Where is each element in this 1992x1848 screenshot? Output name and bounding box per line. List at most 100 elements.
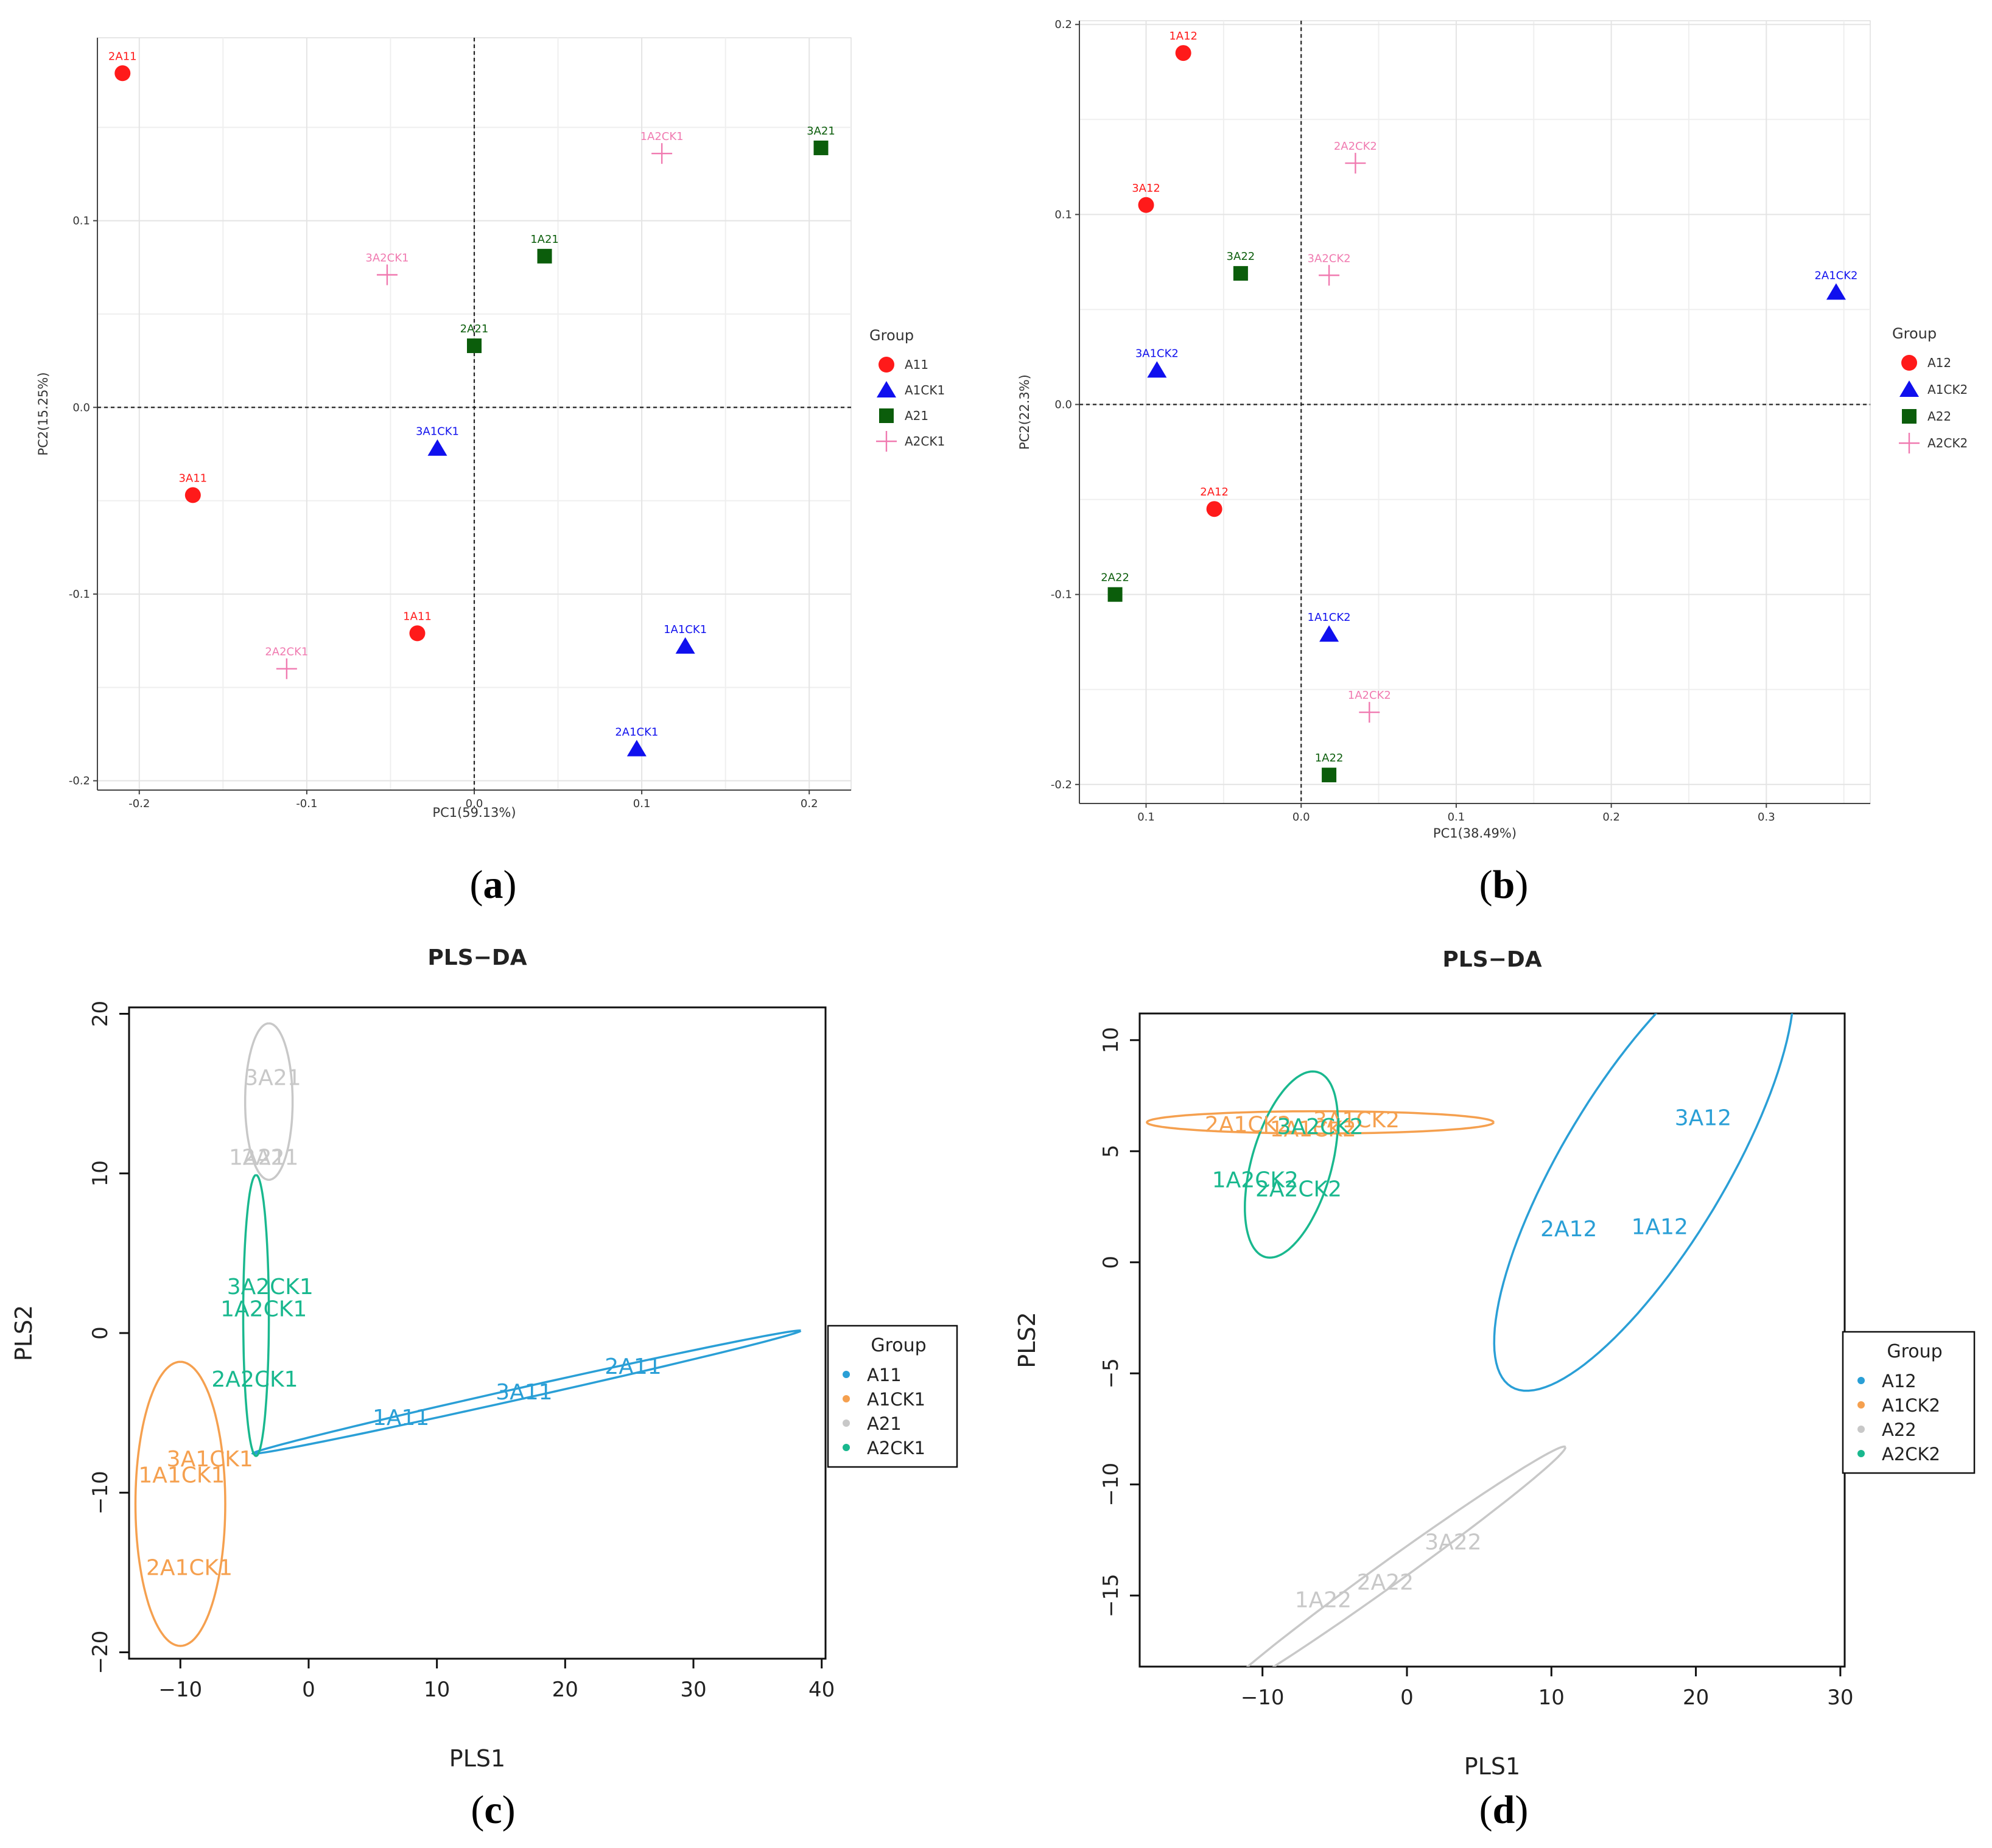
x-tick-label: 0.2 bbox=[801, 797, 818, 810]
y-tick-label: 0.2 bbox=[1054, 18, 1072, 31]
x-tick-label: 0 bbox=[1400, 1685, 1414, 1710]
point-label: 1A11 bbox=[373, 1405, 429, 1430]
point-label: 2A21 bbox=[460, 323, 489, 335]
point-2A11 bbox=[114, 65, 131, 82]
x-axis-title: PLS1 bbox=[449, 1745, 505, 1772]
point-label: 3A2CK2 bbox=[1308, 252, 1351, 265]
chart-title: PLS−DA bbox=[427, 945, 527, 970]
legend-label: A1CK1 bbox=[905, 383, 945, 397]
legend-label: A12 bbox=[1927, 355, 1951, 370]
point-label: 3A2CK1 bbox=[365, 252, 409, 265]
legend-label: A1CK2 bbox=[1882, 1395, 1940, 1416]
point-label: 3A2CK1 bbox=[227, 1275, 314, 1300]
point-label: 2A2CK1 bbox=[265, 646, 308, 659]
y-tick-label: 0 bbox=[1099, 1256, 1123, 1269]
x-tick-label: 0.0 bbox=[1292, 811, 1310, 824]
panel-label-open: ( bbox=[470, 863, 483, 907]
point-label: 2A1CK1 bbox=[615, 726, 658, 739]
legend-title: Group bbox=[1887, 1341, 1942, 1362]
panel-d: PLS−DA −10 0 10 20 30 −15 −10 −5 0 5 10 PLS1 PLS2 3A12… bbox=[1014, 947, 1976, 1780]
panel-label-letter: b bbox=[1493, 863, 1515, 907]
point-2A2CK1 bbox=[276, 658, 297, 679]
chart-title: PLS−DA bbox=[1442, 947, 1541, 972]
legend-label: A21 bbox=[905, 408, 928, 423]
point-label: 2A1CK2 bbox=[1205, 1112, 1291, 1137]
legend-c: Group A11 A1CK1 A21 A2CK1 bbox=[827, 1325, 958, 1468]
point-label: 2A1CK1 bbox=[146, 1556, 233, 1581]
x-tick-label: 0.1 bbox=[1137, 811, 1155, 824]
point-label: 1A2CK1 bbox=[640, 130, 684, 143]
y-tick-label: −20 bbox=[88, 1631, 113, 1675]
ellipse-A12 bbox=[1493, 1013, 1794, 1392]
panel-c: PLS−DA −10 0 10 20 30 40 −20 −10 0 10 20 PLS1 PLS2 2A1… bbox=[10, 945, 958, 1772]
point-3A22 bbox=[1233, 266, 1248, 281]
legend-title: Group bbox=[871, 1335, 926, 1356]
point-3A1CK1 bbox=[427, 439, 447, 456]
point-3A2CK1 bbox=[376, 264, 398, 285]
panel-label-d: (d) bbox=[1479, 1788, 1529, 1832]
panel-a: -0.2 -0.1 0.0 0.1 0.2 -0.2 -0.1 0.0 0.1 PC1(59.13… bbox=[36, 37, 945, 820]
point-label: 3A2CK2 bbox=[1277, 1115, 1364, 1139]
point-label: 2A1CK2 bbox=[1814, 269, 1857, 282]
legend-key-A2CK1 bbox=[843, 1444, 850, 1451]
x-tick-label: 10 bbox=[424, 1678, 450, 1702]
point-label: 2A2CK2 bbox=[1334, 140, 1377, 153]
legend-label: A2CK1 bbox=[905, 434, 945, 449]
point-label: 3A1CK1 bbox=[167, 1447, 253, 1472]
panel-label-b: (b) bbox=[1479, 863, 1529, 907]
legend-key-A2CK1 bbox=[876, 431, 897, 452]
point-1A12 bbox=[1175, 45, 1191, 61]
x-tick-label: −10 bbox=[158, 1678, 202, 1702]
point-3A2CK2 bbox=[1319, 265, 1340, 286]
legend-key-A11 bbox=[843, 1371, 850, 1378]
legend-key-A22 bbox=[1902, 409, 1917, 424]
x-tick-label: −10 bbox=[1241, 1685, 1285, 1710]
point-2A1CK1 bbox=[626, 740, 647, 757]
point-label: 3A11 bbox=[178, 472, 207, 485]
ellipse-A22 bbox=[1246, 1445, 1566, 1667]
x-tick-label: -0.2 bbox=[128, 797, 150, 810]
ellipse-A1CK1 bbox=[134, 1360, 226, 1647]
point-label: 2A22 bbox=[1101, 572, 1129, 584]
legend-label: A2CK2 bbox=[1927, 436, 1968, 450]
x-tick-label: 0.1 bbox=[633, 797, 651, 810]
x-tick-label: 10 bbox=[1538, 1685, 1565, 1710]
x-tick-label: 20 bbox=[552, 1678, 578, 1702]
point-2A2CK2 bbox=[1345, 153, 1366, 174]
point-label: 3A22 bbox=[1425, 1530, 1481, 1555]
point-label: 3A12 bbox=[1675, 1106, 1731, 1131]
legend-key-A2CK2 bbox=[1857, 1450, 1865, 1457]
legend-a: Group A11 A1CK1 A21 A2CK1 bbox=[869, 327, 945, 452]
panel-label-c: (c) bbox=[471, 1788, 515, 1832]
point-label: 3A11 bbox=[496, 1380, 552, 1405]
plot-area-b bbox=[1079, 20, 1871, 804]
point-label: 1A1CK2 bbox=[1270, 1117, 1356, 1142]
point-label: 1A21 bbox=[530, 233, 559, 246]
point-label: 2A2CK1 bbox=[211, 1367, 298, 1392]
plot-inner-c: 2A113A111A113A1CK11A1CK12A1CK13A211A212A… bbox=[134, 1022, 802, 1647]
point-label: 1A1CK1 bbox=[664, 623, 707, 636]
y-tick-label: 10 bbox=[1099, 1027, 1123, 1053]
x-tick-label: 0.3 bbox=[1758, 811, 1775, 824]
y-tick-label: 20 bbox=[88, 1001, 113, 1027]
legend-key-A11 bbox=[879, 357, 894, 373]
point-1A21 bbox=[537, 248, 552, 264]
point-3A12 bbox=[1138, 197, 1154, 213]
legend-label: A1CK2 bbox=[1927, 382, 1968, 397]
ellipse-A1CK2 bbox=[1146, 1110, 1495, 1135]
y-tick-label: 5 bbox=[1099, 1144, 1123, 1158]
point-label: 1A1CK2 bbox=[1308, 611, 1351, 624]
panel-label-close: ) bbox=[502, 1788, 516, 1832]
panel-label-letter: c bbox=[484, 1788, 502, 1832]
y-tick-label: 0.0 bbox=[1054, 399, 1072, 411]
point-2A12 bbox=[1206, 501, 1222, 517]
point-3A11 bbox=[184, 487, 201, 503]
y-axis-title: PLS2 bbox=[10, 1305, 37, 1361]
ellipse-A2CK1 bbox=[242, 1174, 270, 1457]
y-axis-title: PC2(15.25%) bbox=[36, 372, 51, 455]
y-tick-label: -0.1 bbox=[1051, 589, 1072, 601]
point-2A21 bbox=[467, 338, 482, 354]
point-2A1CK2 bbox=[1826, 283, 1846, 300]
point-label: 3A1CK2 bbox=[1313, 1108, 1400, 1133]
panel-label-open: ( bbox=[1479, 1788, 1493, 1832]
